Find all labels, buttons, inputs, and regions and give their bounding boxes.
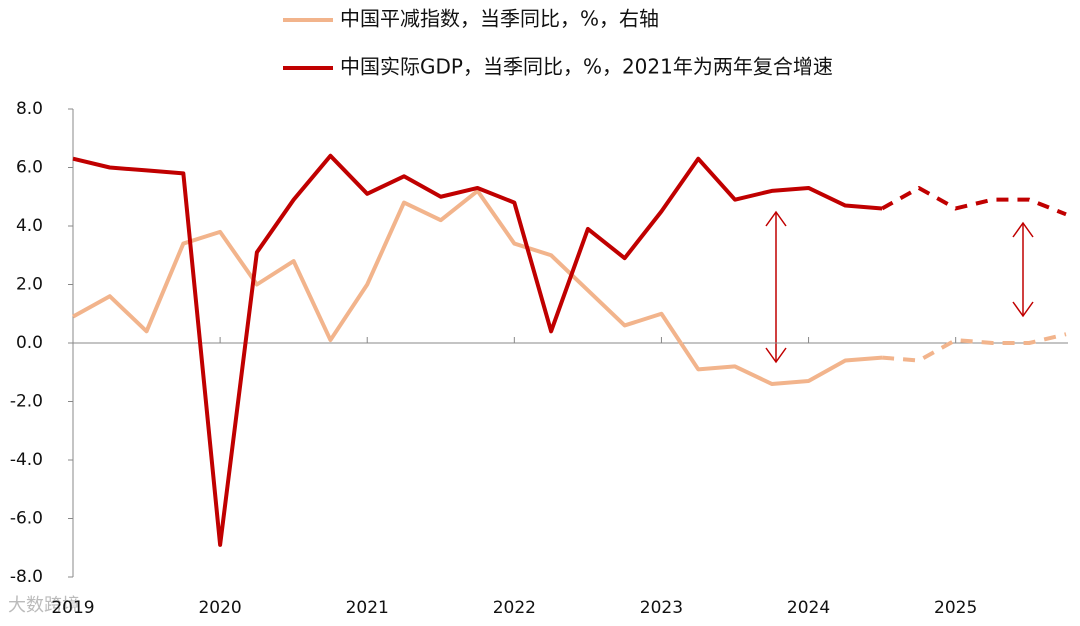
arrow-head [765, 210, 787, 227]
watermark: 大数跨境 [8, 595, 80, 616]
y-tick-label: -8.0 [10, 567, 43, 587]
y-tick-label: 6.0 [16, 158, 43, 178]
y-tick-label: 0.0 [16, 333, 43, 353]
x-tick-label: 2023 [640, 598, 683, 618]
y-tick-label: -2.0 [10, 392, 43, 412]
legend-label: 中国实际GDP，当季同比，%，2021年为两年复合增速 [340, 55, 833, 79]
x-tick-label: 2021 [346, 598, 389, 618]
line [72, 153, 883, 547]
x-tick-label: 2024 [787, 598, 830, 618]
legend-label: 中国平减指数，当季同比，%，右轴 [340, 7, 659, 31]
x-tick-label: 2022 [493, 598, 536, 618]
arrow-head [1012, 301, 1034, 318]
y-tick-label: -4.0 [10, 450, 43, 470]
arrow-head [765, 347, 787, 364]
line-dashed [881, 185, 1067, 217]
x-tick-label: 2019 [51, 598, 94, 618]
y-tick-label: 4.0 [16, 216, 43, 236]
arrow-head [1012, 221, 1034, 238]
x-tick-label: 2025 [934, 598, 977, 618]
arrows [765, 210, 1034, 364]
line [72, 188, 883, 386]
x-tick-label: 2020 [198, 598, 241, 618]
y-tick-label: 8.0 [16, 99, 43, 119]
y-tick-label: 2.0 [16, 275, 43, 295]
y-tick-label: -6.0 [10, 509, 43, 529]
line-dashed [881, 332, 1067, 363]
